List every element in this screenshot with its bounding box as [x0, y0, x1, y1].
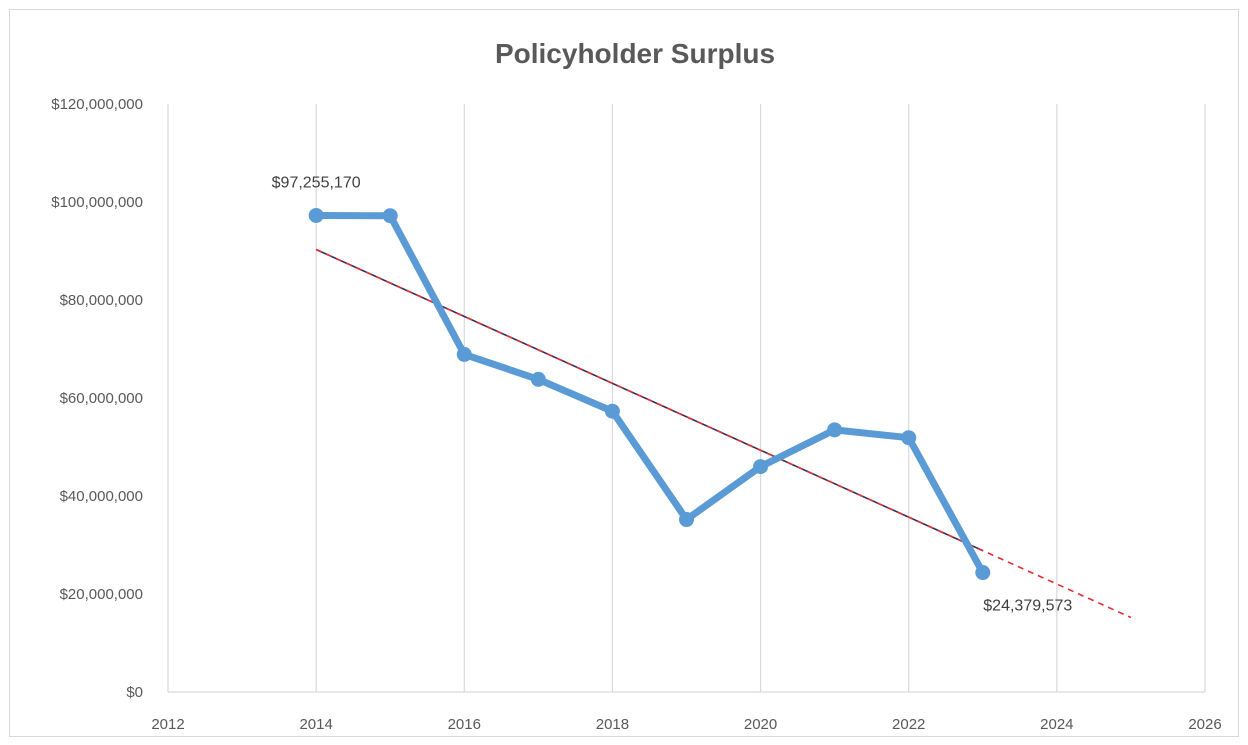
data-point	[530, 371, 546, 387]
x-tick-label: 2016	[448, 716, 481, 733]
y-tick-label: $20,000,000	[60, 586, 143, 603]
data-point	[679, 512, 694, 528]
chart-frame	[9, 9, 1239, 737]
y-axis-labels: $0 $20,000,000 $40,000,000 $60,000,000 $80,0…	[51, 96, 143, 701]
x-tick-label: 2018	[596, 716, 629, 733]
data-series	[308, 207, 991, 581]
data-point	[901, 430, 917, 446]
data-labels: $97,255,170 $24,379,573	[272, 174, 1073, 614]
data-point	[975, 565, 991, 581]
trendline	[315, 248, 1132, 619]
chart-title: Policyholder Surplus	[494, 38, 776, 69]
grid-lines	[167, 104, 1206, 693]
x-axis-labels: 2012 2014 2016 2018 2020 2022 2024 2026	[151, 716, 1221, 733]
y-tick-label: $40,000,000	[60, 488, 143, 505]
data-point	[308, 207, 324, 223]
x-tick-label: 2012	[151, 716, 184, 733]
series-line	[312, 211, 987, 577]
x-tick-label: 2020	[744, 716, 777, 733]
data-point	[827, 422, 843, 438]
data-point	[604, 403, 620, 419]
data-label: $97,255,170	[272, 174, 361, 191]
y-tick-label: $80,000,000	[60, 292, 143, 309]
y-tick-label: $100,000,000	[51, 194, 143, 211]
x-tick-label: 2022	[892, 716, 925, 733]
data-point	[382, 208, 398, 224]
x-tick-label: 2014	[299, 716, 332, 733]
y-tick-label: $120,000,000	[51, 96, 143, 113]
data-point	[753, 459, 769, 475]
data-label: $24,379,573	[983, 598, 1072, 615]
y-tick-label: $0	[126, 684, 143, 701]
x-tick-label: 2026	[1188, 716, 1221, 733]
y-tick-label: $60,000,000	[60, 390, 143, 407]
x-tick-label: 2024	[1040, 716, 1073, 733]
data-point	[456, 346, 472, 362]
